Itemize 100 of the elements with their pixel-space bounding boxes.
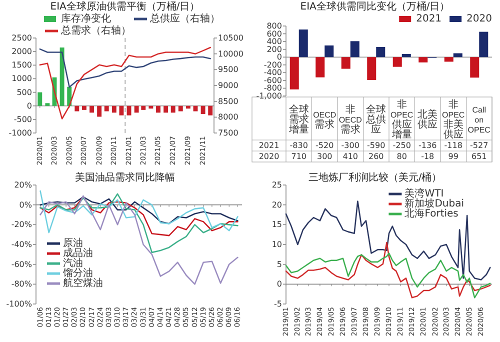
y-tick-label: -40% [11, 240, 32, 249]
y2-tick-label: 9500 [218, 65, 238, 74]
bar [45, 103, 50, 106]
bar [126, 106, 132, 116]
x-tick-label: 非OPEC非美供应 [442, 98, 465, 140]
legend-label: 新加坡Dubai [404, 198, 464, 210]
y-tick-label: -200 [264, 60, 282, 70]
x-tick-label: 非OPEC供应增量 [390, 98, 414, 140]
data-label: -300 [341, 141, 360, 150]
bar [290, 57, 299, 90]
line-series [39, 46, 211, 120]
data-label: -250 [392, 141, 411, 150]
bar [324, 45, 334, 58]
bar [298, 30, 308, 58]
line-series [285, 252, 491, 298]
data-label: -590 [367, 141, 386, 150]
legend-label: 汽油 [63, 257, 83, 270]
y2-tick-label: 8000 [218, 112, 238, 122]
data-label: 260 [368, 152, 384, 161]
line-series [285, 242, 491, 298]
y-tick-label: 0 [276, 280, 282, 289]
y-tick-label: -400 [264, 68, 282, 78]
text: 2021 [258, 141, 280, 150]
y2-tick-label: 10000 [218, 49, 244, 58]
line-series [40, 196, 238, 236]
data-label: -520 [316, 141, 334, 150]
bar [164, 106, 168, 113]
y-tick-label: 0 [26, 101, 32, 110]
line-series [40, 190, 238, 234]
data-label: 410 [342, 152, 358, 161]
y-tick-label: 200 [266, 44, 282, 54]
bar [178, 106, 183, 112]
y-tick-label: -60% [11, 260, 32, 269]
y-tick-label: 10 [272, 240, 282, 249]
bar [376, 47, 386, 58]
bar [341, 57, 350, 69]
bar [367, 57, 376, 80]
line-series [39, 48, 211, 88]
y-tick-label: 500 [16, 88, 32, 97]
data-label: 80 [396, 152, 407, 161]
bar [200, 106, 206, 114]
y-tick-label: 1000 [12, 74, 32, 84]
legend-label: 总需求（右轴） [60, 24, 131, 36]
bar [156, 106, 160, 113]
y-tick-label: -5 [274, 300, 282, 308]
bar [350, 41, 360, 58]
y-tick-label: 0% [19, 200, 32, 210]
bar [392, 57, 402, 67]
y-tick-label: -20% [11, 220, 32, 230]
x-tick-label: 全球需求增量 [288, 104, 309, 136]
y-tick-label: 20% [14, 180, 32, 190]
bar [134, 106, 139, 113]
y-tick-label: -1,000 [256, 92, 282, 100]
y-tick-label: 400 [266, 37, 282, 46]
y-tick-label: -600 [264, 76, 282, 85]
bar [104, 106, 109, 112]
data-label: 651 [471, 152, 487, 161]
bar [170, 106, 176, 113]
y-tick-label: 600 [266, 29, 282, 38]
bar [402, 54, 411, 58]
data-label: 99 [448, 152, 458, 161]
bar [193, 106, 198, 112]
bar [148, 106, 154, 109]
legend-label: 航空煤油 [63, 277, 103, 290]
legend-label: 美湾WTI [404, 188, 444, 200]
bar [38, 92, 42, 106]
chart-title: EIA全球原油供需平衡（万桶/日） [50, 0, 200, 12]
legend-label: 总供应（右轴） [149, 12, 220, 24]
chart-title: EIA全球供需同比变化（万桶/日） [300, 0, 450, 12]
data-label: 300 [316, 152, 332, 161]
data-label: -830 [290, 141, 308, 150]
y2-tick-label: 7500 [218, 128, 238, 138]
bar [479, 32, 488, 58]
legend-label: 北海Forties [404, 208, 458, 220]
y-tick-label: -1000 [8, 128, 32, 138]
bar [97, 106, 102, 117]
bar [470, 57, 480, 78]
y-tick-label: 25 [272, 180, 282, 190]
data-label: -136 [418, 141, 437, 150]
data-label: 710 [291, 152, 307, 161]
legend-label: 2020 [466, 14, 492, 24]
y-tick-label: 15 [272, 220, 282, 230]
y2-tick-label: 9000 [218, 81, 238, 90]
bar [74, 106, 80, 112]
bar [90, 106, 94, 113]
y-tick-label: 2000 [12, 47, 32, 56]
y-tick-label: -80% [11, 280, 32, 289]
y-tick-label: -800 [264, 84, 282, 93]
y-tick-label: 0 [276, 52, 282, 62]
data-label: -118 [444, 141, 462, 150]
y-tick-label: -500 [14, 114, 32, 124]
text: 2020 [258, 152, 280, 161]
y-tick-label: 800 [266, 22, 282, 30]
chart-title: 三地炼厂利润比较（美元/桶） [308, 172, 442, 184]
bar [316, 57, 325, 78]
x-tick-label: 全球总供应 [365, 104, 386, 136]
y-tick-label: 5 [276, 260, 282, 269]
data-label: -527 [470, 141, 488, 150]
x-tick-label: 非OECD需求 [338, 104, 362, 136]
bar [444, 57, 454, 62]
